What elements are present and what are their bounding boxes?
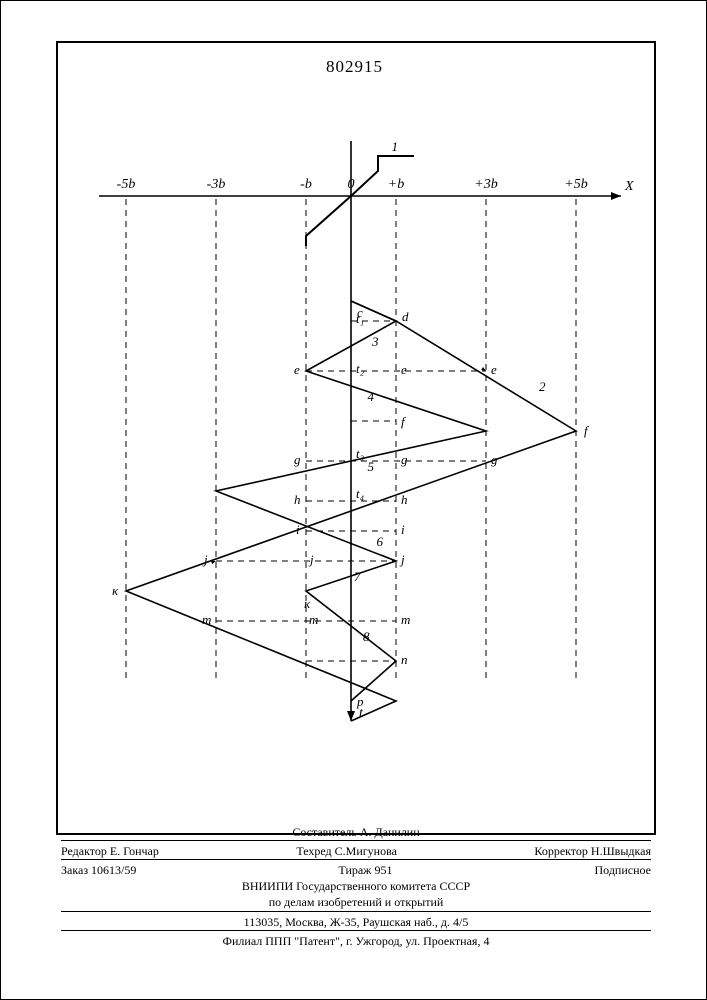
svg-text:κ: κ bbox=[304, 596, 311, 611]
svg-text:j: j bbox=[308, 552, 314, 567]
svg-text:n: n bbox=[401, 652, 408, 667]
svg-text:t₁: t₁ bbox=[356, 311, 364, 326]
svg-text:i: i bbox=[401, 522, 405, 537]
page-root: 802915 -5b-3b-b0+b+3b+5bXt12fκ345678cdee… bbox=[0, 0, 707, 1000]
svg-text:t₂: t₂ bbox=[356, 361, 365, 376]
svg-text:t₄: t₄ bbox=[356, 486, 365, 501]
svg-text:+3b: +3b bbox=[474, 177, 497, 192]
svg-text:h: h bbox=[401, 492, 408, 507]
svg-text:t₃: t₃ bbox=[356, 446, 364, 461]
svg-text:m: m bbox=[401, 612, 410, 627]
footer-org2: по делам изобретений и открытий bbox=[61, 894, 651, 910]
svg-text:+b: +b bbox=[388, 177, 404, 192]
svg-text:8: 8 bbox=[363, 629, 370, 644]
svg-text:e: e bbox=[294, 362, 300, 377]
svg-text:1: 1 bbox=[392, 139, 399, 154]
svg-text:i: i bbox=[296, 522, 300, 537]
footer-corrector: Корректор Н.Швыдкая bbox=[534, 843, 651, 859]
svg-text:d: d bbox=[402, 309, 409, 324]
footer-addr1: 113035, Москва, Ж-35, Раушская наб., д. … bbox=[244, 914, 469, 930]
svg-text:κ: κ bbox=[112, 583, 119, 598]
svg-text:h: h bbox=[294, 492, 301, 507]
svg-text:-5b: -5b bbox=[117, 177, 136, 192]
footer-subscription: Подписное bbox=[595, 862, 652, 878]
svg-text:p: p bbox=[356, 694, 364, 709]
footer-addr2: Филиал ППП "Патент", г. Ужгород, ул. Про… bbox=[61, 930, 651, 949]
svg-text:7: 7 bbox=[354, 569, 361, 584]
svg-text:m: m bbox=[309, 612, 318, 627]
footer-tech: Техред С.Мигунова bbox=[296, 843, 397, 859]
svg-text:2: 2 bbox=[539, 379, 546, 394]
svg-text:f: f bbox=[584, 423, 590, 438]
svg-text:+5b: +5b bbox=[564, 177, 587, 192]
svg-text:f: f bbox=[401, 414, 407, 429]
footer-compiler: Составитель А. Данилин bbox=[292, 824, 419, 840]
svg-text:m: m bbox=[202, 612, 211, 627]
svg-text:e: e bbox=[491, 362, 497, 377]
svg-text:j: j bbox=[399, 552, 405, 567]
diagram-svg: -5b-3b-b0+b+3b+5bXt12fκ345678cdeeefggghh… bbox=[56, 41, 652, 831]
svg-text:X: X bbox=[624, 179, 634, 194]
svg-text:-3b: -3b bbox=[207, 177, 226, 192]
footer-copies: Тираж 951 bbox=[338, 862, 392, 878]
footer-order: Заказ 10613/59 bbox=[61, 862, 136, 878]
svg-text:j: j bbox=[202, 552, 208, 567]
svg-text:3: 3 bbox=[371, 334, 379, 349]
svg-text:g: g bbox=[491, 452, 498, 467]
svg-text:g: g bbox=[294, 452, 301, 467]
footer-org1: ВНИИПИ Государственного комитета СССР bbox=[61, 878, 651, 894]
svg-text:-b: -b bbox=[300, 177, 312, 192]
svg-text:4: 4 bbox=[368, 389, 375, 404]
footer-editor: Редактор Е. Гончар bbox=[61, 843, 159, 859]
svg-text:e: e bbox=[401, 362, 407, 377]
svg-text:6: 6 bbox=[377, 534, 384, 549]
svg-text:g: g bbox=[401, 452, 408, 467]
footer-block: Составитель А. Данилин Редактор Е. Гонча… bbox=[61, 822, 651, 949]
